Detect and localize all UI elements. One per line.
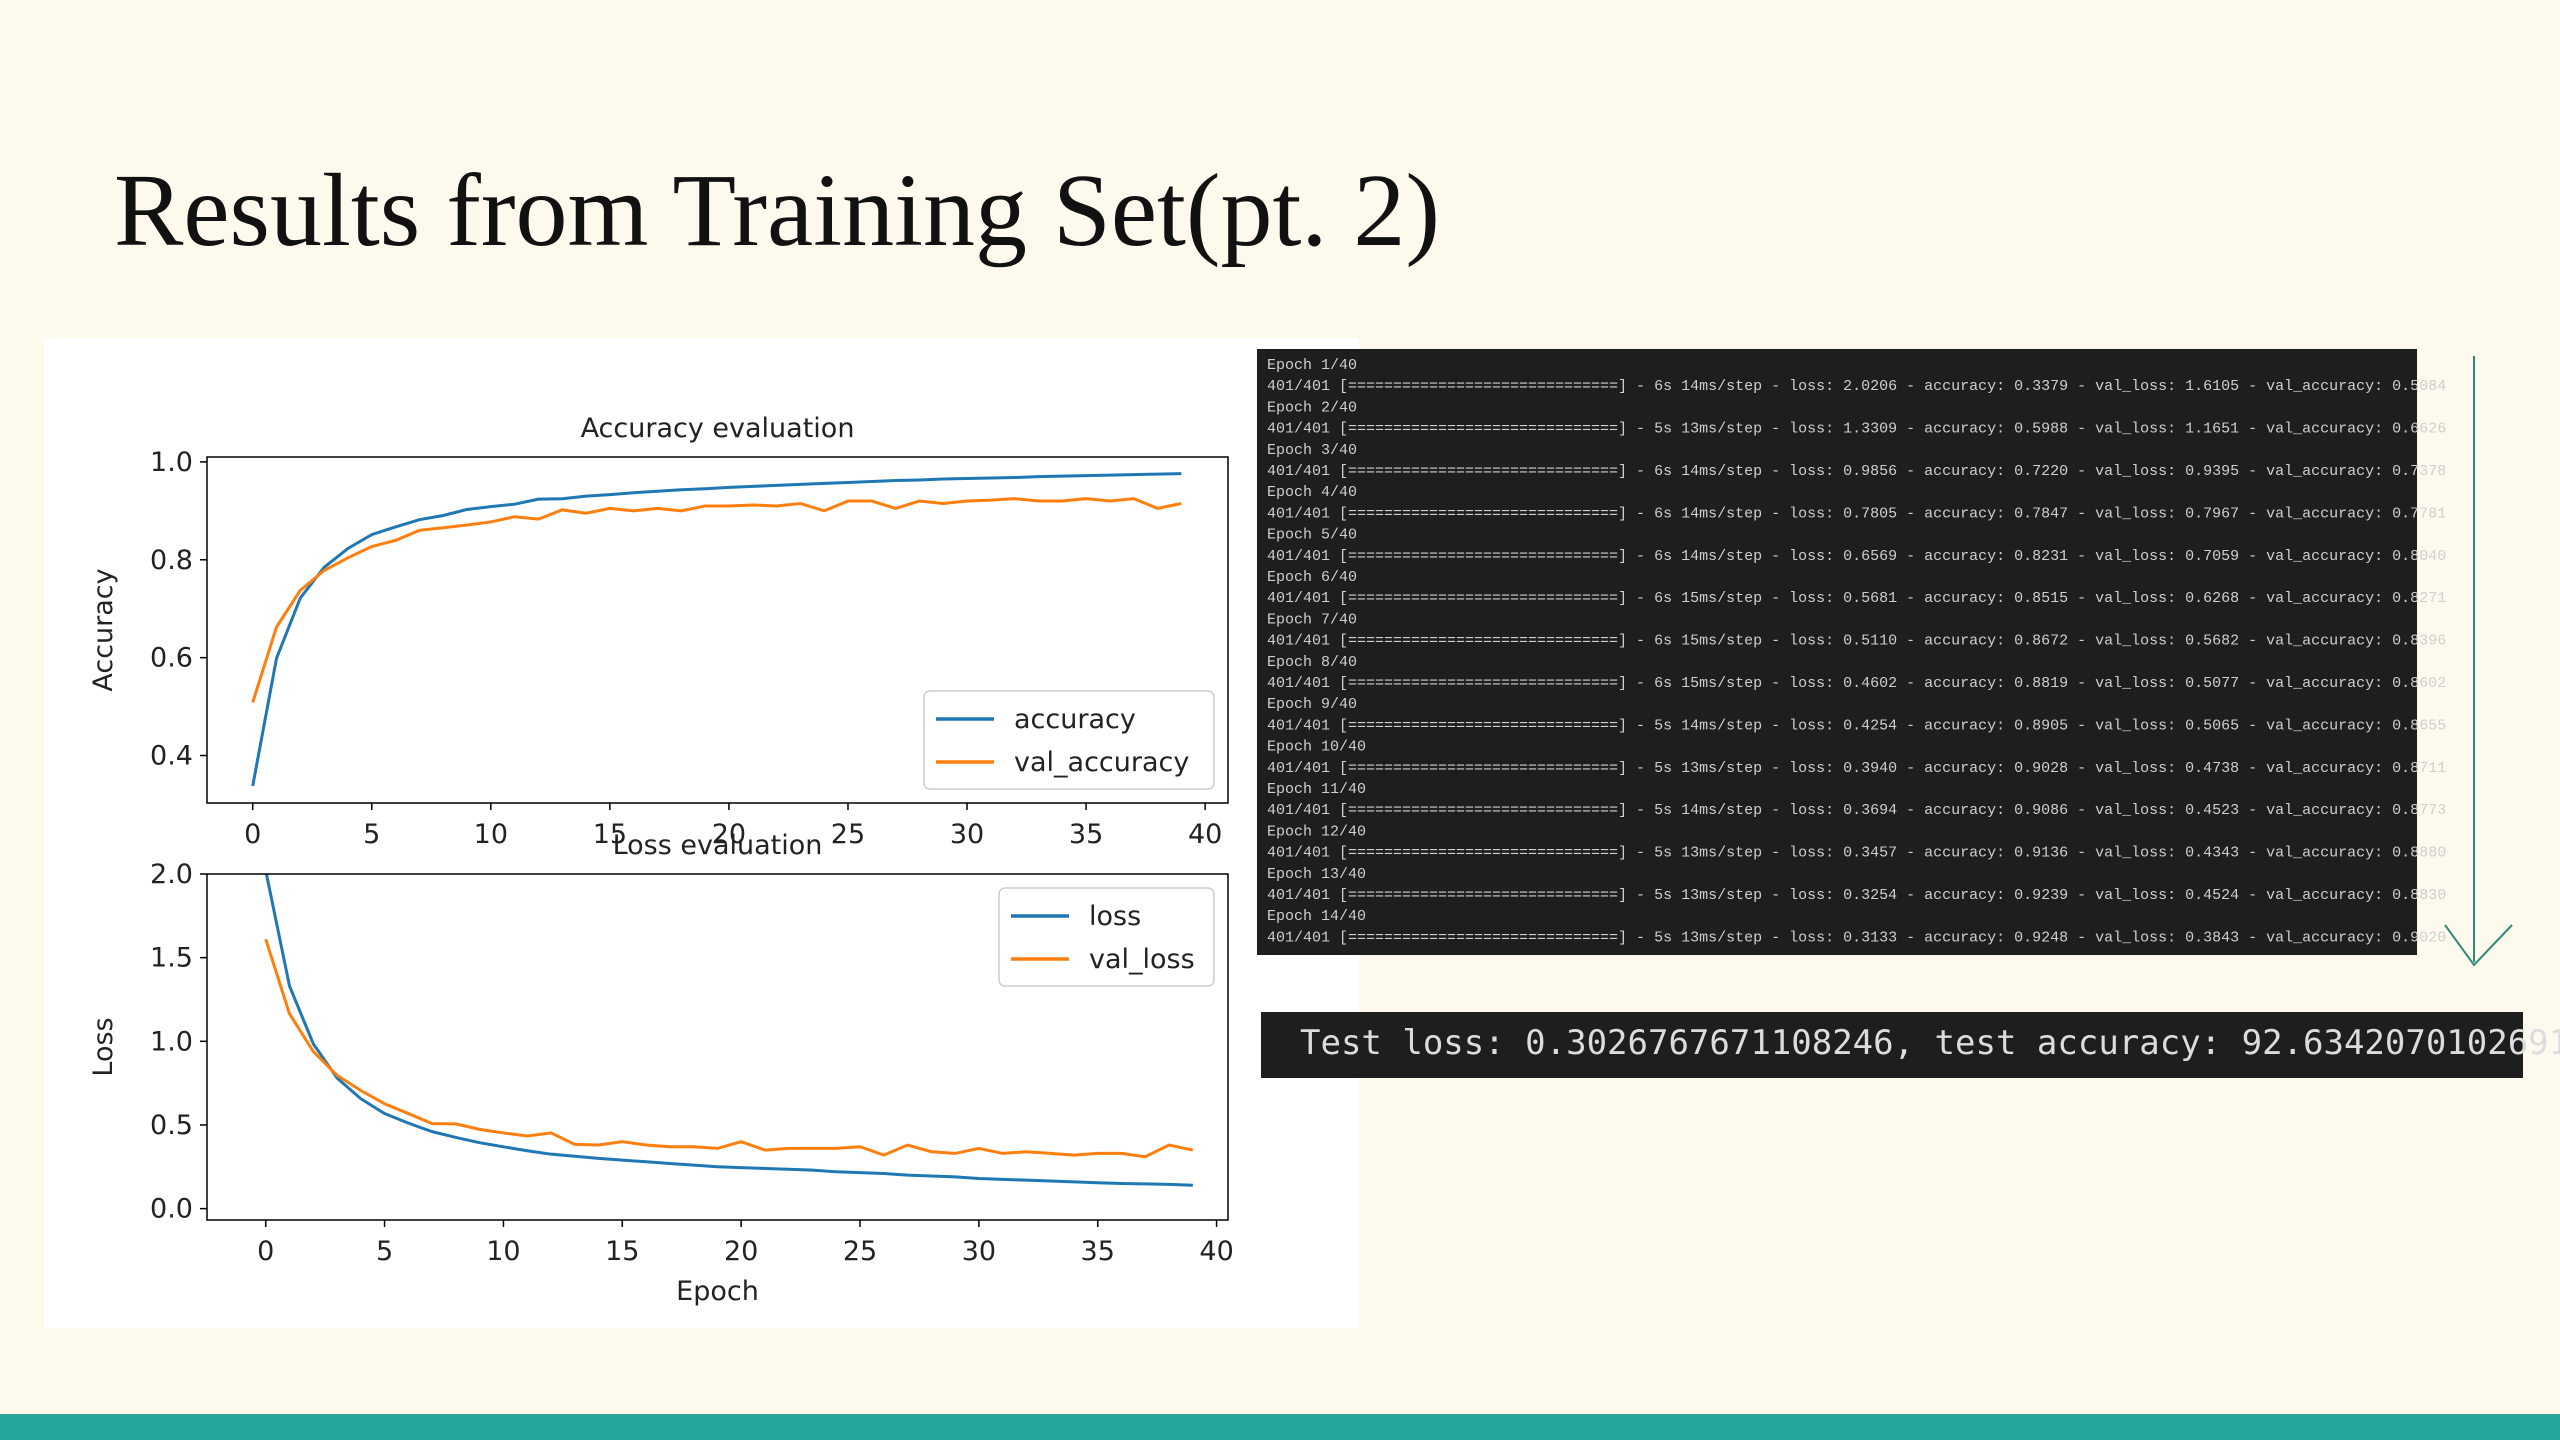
x-tick-label: 35 (1081, 1236, 1115, 1267)
terminal-line: 401/401 [==============================]… (1267, 505, 2446, 522)
legend-box (998, 887, 1215, 987)
terminal-line: Epoch 2/40 (1267, 399, 1357, 416)
y-tick-label: 2.0 (150, 859, 193, 890)
x-tick-label: 0 (244, 819, 261, 850)
terminal-line: 401/401 [==============================]… (1267, 590, 2446, 607)
x-tick-label: 20 (724, 1236, 758, 1267)
terminal-line: 401/401 [==============================]… (1267, 633, 2446, 650)
y-axis-label: Loss (88, 1017, 119, 1076)
x-tick-label: 0 (257, 1236, 274, 1267)
terminal-line: Epoch 11/40 (1267, 781, 1366, 798)
series-line (251, 497, 1182, 703)
y-tick-label: 0.5 (150, 1110, 193, 1141)
terminal-line: 401/401 [==============================]… (1267, 378, 2446, 395)
chart-title: Loss evaluation (613, 830, 823, 861)
axes-frame (206, 456, 1229, 804)
terminal-line: 401/401 [==============================]… (1267, 760, 2446, 777)
x-tick-label: 25 (843, 1236, 877, 1267)
terminal-line: Epoch 6/40 (1267, 569, 1357, 586)
test-result-panel (1261, 1012, 2523, 1078)
terminal-line: Epoch 8/40 (1267, 654, 1357, 671)
series-line (264, 938, 1194, 1159)
terminal-line: Epoch 14/40 (1267, 908, 1366, 925)
arrow-head (2444, 924, 2513, 967)
x-tick-label: 10 (486, 1236, 520, 1267)
x-tick-label: 5 (376, 1236, 393, 1267)
series-line (264, 874, 1193, 1187)
legend-label: val_accuracy (1014, 747, 1189, 778)
terminal-line: Epoch 9/40 (1267, 696, 1357, 713)
x-tick-label: 35 (1069, 819, 1103, 850)
terminal-line: 401/401 [==============================]… (1267, 421, 2446, 438)
terminal-line: 401/401 [==============================]… (1267, 802, 2446, 819)
y-tick-label: 0.0 (150, 1194, 193, 1225)
terminal-line: 401/401 [==============================]… (1267, 463, 2446, 480)
x-tick-label: 30 (950, 819, 984, 850)
y-axis-label: Accuracy (88, 568, 119, 691)
y-tick-label: 0.4 (150, 741, 193, 772)
terminal-line: Epoch 7/40 (1267, 611, 1357, 628)
x-tick-label: 5 (363, 819, 380, 850)
terminal-line: Epoch 12/40 (1267, 823, 1366, 840)
terminal-line: 401/401 [==============================]… (1267, 929, 2446, 946)
y-tick-label: 1.0 (150, 447, 193, 478)
terminal-line: Epoch 1/40 (1267, 357, 1357, 374)
chart: 0 5 10 15 20 25 30 35 40 0.0 0.5 1.0 1.5 2.0 Loss eval… (88, 830, 1234, 1307)
terminal-line: Epoch 5/40 (1267, 527, 1357, 544)
terminal-line: Epoch 3/40 (1267, 442, 1357, 459)
y-tick-label: 1.0 (150, 1026, 193, 1057)
terminal-log: Epoch 1/40 401/401 [=====================… (1267, 357, 2446, 946)
y-tick-label: 0.6 (150, 643, 193, 674)
x-tick-label: 40 (1188, 819, 1222, 850)
terminal-line: Epoch 10/40 (1267, 739, 1366, 756)
x-tick-label: 15 (593, 819, 627, 850)
slide-title: Results from Training Set(pt. 2) (114, 153, 1440, 268)
terminal-line: Epoch 4/40 (1267, 484, 1357, 501)
x-tick-label: 25 (831, 819, 865, 850)
charts: 0 5 10 15 20 25 30 35 40 0.4 0.6 0.8 1.0 Accuracy eva… (88, 413, 1234, 1307)
terminal-panel (1257, 349, 2417, 955)
terminal-line: 401/401 [==============================]… (1267, 717, 2446, 734)
footer-band (0, 1414, 2560, 1440)
x-tick-label: 10 (474, 819, 508, 850)
test-result: Test loss: 0.3026767671108246, test accu… (1300, 1023, 2560, 1063)
legend-label: loss (1089, 901, 1141, 932)
terminal-line: 401/401 [==============================]… (1267, 845, 2446, 862)
chart: 0 5 10 15 20 25 30 35 40 0.4 0.6 0.8 1.0 Accuracy eva… (88, 413, 1229, 850)
legend-label: val_loss (1089, 944, 1195, 975)
y-tick-label: 0.8 (150, 545, 193, 576)
x-tick-label: 15 (605, 1236, 639, 1267)
axes-frame (206, 873, 1229, 1221)
terminal-line: 401/401 [==============================]… (1267, 548, 2446, 565)
x-tick-label: 20 (712, 819, 746, 850)
x-tick-label: 30 (962, 1236, 996, 1267)
legend-box (923, 690, 1215, 790)
chart-title: Accuracy evaluation (581, 413, 855, 444)
terminal-line: Epoch 13/40 (1267, 866, 1366, 883)
series-line (251, 472, 1182, 787)
terminal-line: 401/401 [==============================]… (1267, 675, 2446, 692)
legend-label: accuracy (1014, 704, 1136, 735)
y-tick-label: 1.5 (150, 943, 193, 974)
x-tick-label: 40 (1199, 1236, 1233, 1267)
terminal-line: 401/401 [==============================]… (1267, 887, 2446, 904)
x-axis-label: Epoch (676, 1276, 759, 1307)
